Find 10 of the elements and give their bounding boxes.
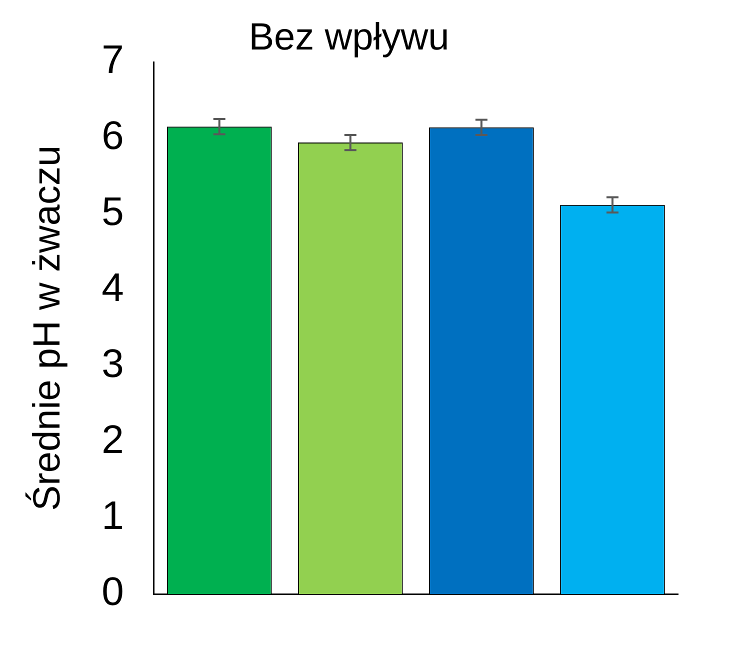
- y-tick-label: 4: [102, 266, 124, 310]
- chart-title: Bez wpływu: [248, 16, 450, 59]
- y-axis-title: Średnie pH w żwaczu: [24, 145, 68, 511]
- y-tick-label: 6: [102, 114, 124, 158]
- y-tick-label: 1: [102, 494, 124, 538]
- y-tick-label: 0: [102, 570, 124, 614]
- y-tick-label: 2: [102, 418, 124, 462]
- y-tick-label: 5: [102, 190, 124, 234]
- y-tick-label: 3: [102, 342, 124, 386]
- y-tick-label: 7: [102, 38, 124, 82]
